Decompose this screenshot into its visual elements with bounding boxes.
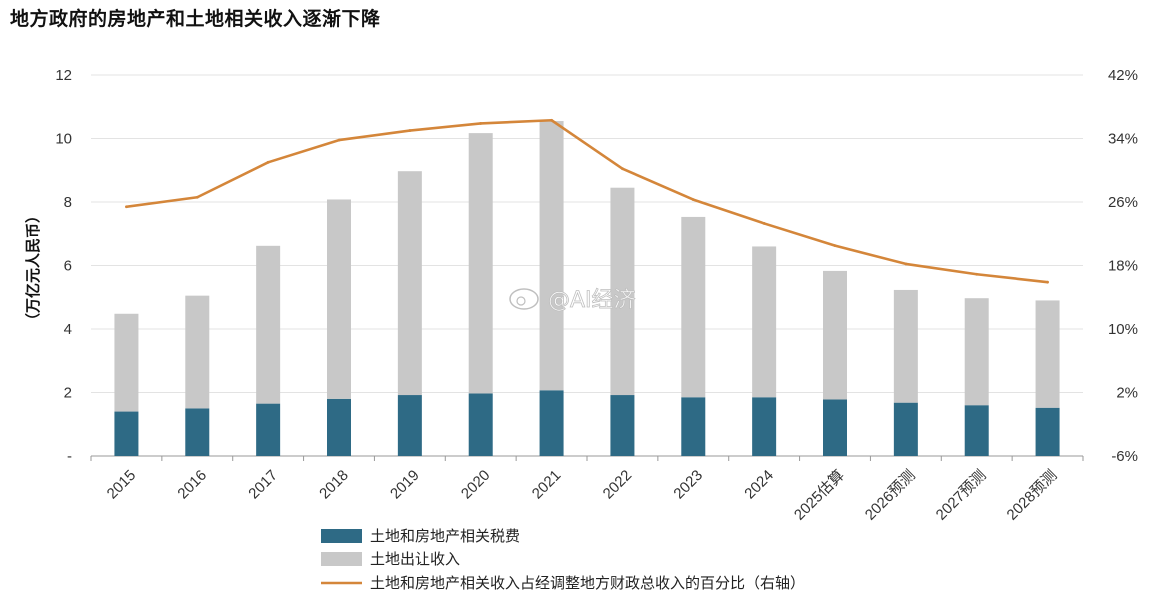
x-tick-label: 2026预测 — [862, 467, 919, 524]
x-tick-label: 2024 — [741, 467, 777, 503]
line-point-2021 — [550, 118, 553, 122]
x-axis-ticks: 2015 2016 2017 2018 2019 2020 2021 2022 2023 2024… — [104, 466, 1061, 524]
line-point-2017 — [266, 160, 270, 164]
line-point-2015 — [125, 205, 128, 209]
bar-land-sales-2020 — [468, 133, 493, 394]
bar-tax-2024 — [752, 397, 777, 456]
y2-tick-label: 18% — [1108, 258, 1138, 275]
x-tick-label: 2025估算 — [790, 466, 848, 524]
x-tick-label: 2019 — [387, 467, 423, 503]
line-point-2018 — [337, 138, 341, 142]
bar-tax-2019 — [397, 395, 422, 456]
bar-tax-2018 — [327, 398, 351, 456]
x-tick-label: 2028预测 — [1004, 467, 1061, 524]
line-point-2028预测 — [1046, 280, 1049, 284]
legend-swatch-0 — [321, 529, 362, 543]
bar-land-sales-2016 — [185, 295, 210, 409]
bar-land-sales-2026预测 — [893, 289, 918, 403]
watermark: @AI经济 — [548, 288, 636, 313]
y2-tick-label: 2% — [1116, 385, 1138, 402]
legend: 土地和房地产相关税费土地出让收入土地和房地产相关收入占经调整地方财政总收入的百分… — [321, 527, 805, 592]
bar-land-sales-2025估算 — [823, 270, 847, 400]
line-point-2019 — [408, 129, 412, 132]
line-point-2024 — [762, 222, 766, 225]
line-point-2022 — [621, 167, 624, 171]
bar-land-sales-2028预测 — [1035, 300, 1060, 408]
y2-tick-label: 10% — [1108, 321, 1138, 338]
bar-land-sales-2022 — [610, 187, 635, 396]
bar-land-sales-2017 — [256, 245, 281, 404]
x-tick-label: 2018 — [316, 467, 352, 503]
line-point-2016 — [195, 195, 199, 199]
watermark-weibo-icon — [509, 288, 539, 310]
line-point-2027预测 — [975, 272, 979, 276]
bar-tax-2017 — [256, 403, 281, 456]
chart-title: 地方政府的房地产和土地相关收入逐渐下降 — [10, 8, 381, 30]
legend-swatch-1 — [321, 552, 362, 566]
line-point-2026预测 — [904, 262, 908, 266]
line-share-of-revenue — [126, 118, 1048, 284]
y2-tick-label: 34% — [1108, 131, 1138, 148]
y-tick-label: 8 — [64, 194, 72, 211]
line-series-group — [125, 118, 1049, 284]
bar-tax-2027预测 — [964, 405, 989, 456]
y-tick-label: - — [67, 448, 72, 465]
bar-land-sales-2027预测 — [964, 298, 989, 406]
bar-tax-2020 — [468, 393, 493, 456]
y-tick-label: 12 — [55, 67, 72, 84]
bar-land-sales-2021 — [539, 121, 564, 391]
legend-label: 土地出让收入 — [370, 550, 460, 568]
y2-tick-label: 42% — [1108, 67, 1138, 84]
line-point-2023 — [691, 198, 695, 202]
y2-tick-label: -6% — [1111, 448, 1138, 465]
bar-tax-2016 — [185, 408, 210, 456]
y-tick-label: 6 — [64, 258, 72, 275]
bars-group — [114, 121, 1060, 456]
x-tick-label: 2015 — [104, 467, 140, 503]
y2-tick-label: 26% — [1108, 194, 1138, 211]
bar-tax-2026预测 — [893, 402, 918, 456]
bar-tax-2025估算 — [823, 399, 847, 456]
line-point-2025估算 — [833, 244, 837, 248]
x-tick-label: 2021 — [529, 467, 565, 503]
bar-tax-2023 — [681, 397, 706, 456]
bar-land-sales-2023 — [681, 216, 706, 398]
x-tick-label: 2016 — [174, 467, 210, 503]
legend-label: 土地和房地产相关收入占经调整地方财政总收入的百分比（右轴） — [370, 574, 805, 592]
bar-land-sales-2019 — [397, 171, 422, 396]
legend-label: 土地和房地产相关税费 — [370, 527, 520, 545]
x-tick-label: 2023 — [670, 467, 706, 503]
y-tick-label: 2 — [64, 385, 72, 402]
right-axis-ticks: -6% 2% 10% 18% 26% 34% 42% — [1108, 67, 1138, 465]
y-tick-label: 10 — [55, 131, 72, 148]
bar-tax-2021 — [539, 390, 564, 456]
bar-land-sales-2018 — [327, 199, 351, 399]
bar-land-sales-2024 — [752, 246, 777, 398]
left-axis-ticks: - 2 4 6 8 10 12 — [55, 67, 72, 465]
bar-tax-2015 — [114, 411, 139, 456]
x-tick-label: 2020 — [458, 467, 494, 503]
bar-tax-2022 — [610, 395, 635, 456]
x-tick-label: 2027预测 — [933, 467, 990, 524]
x-tick-label: 2017 — [245, 467, 281, 503]
y-axis-label: （万亿元人民币） — [24, 208, 42, 328]
line-point-2020 — [479, 122, 483, 125]
bar-land-sales-2015 — [114, 313, 139, 412]
x-tick-label: 2022 — [600, 467, 636, 503]
y-tick-label: 4 — [64, 321, 72, 338]
bar-tax-2028预测 — [1035, 407, 1060, 456]
